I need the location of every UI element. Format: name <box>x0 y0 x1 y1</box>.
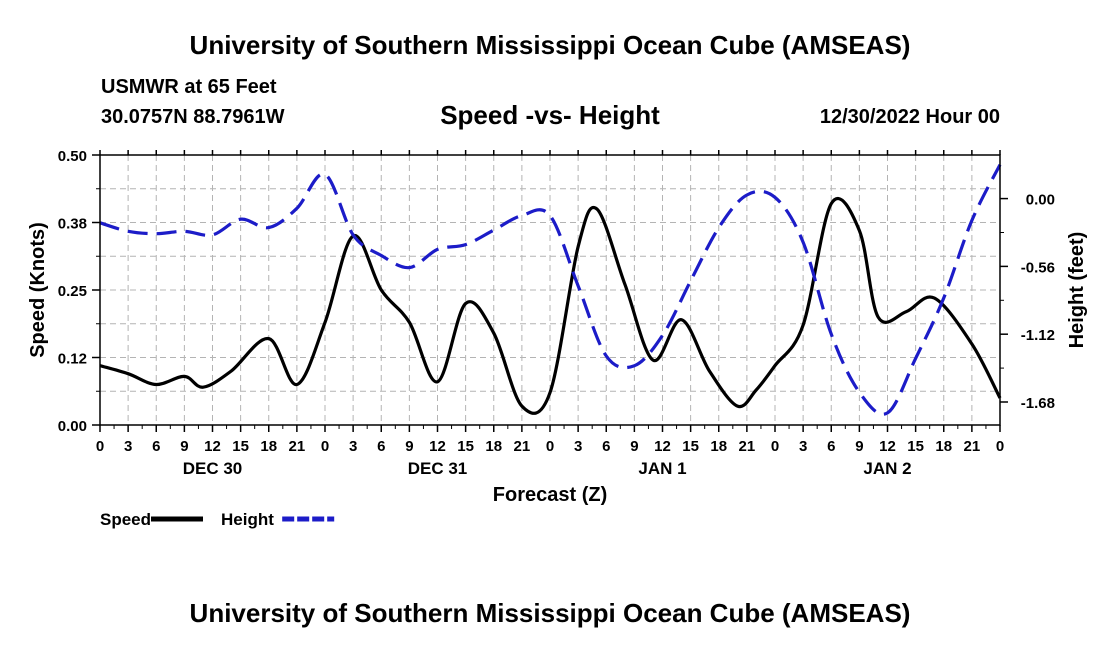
chart-subtitle: Speed -vs- Height <box>440 100 660 130</box>
legend-label-speed: Speed <box>100 510 151 529</box>
y-tick-label: 0.25 <box>58 283 87 300</box>
series-line-speed <box>99 196 1002 415</box>
station-label: USMWR at 65 Feet <box>101 76 277 98</box>
x-tick-label: 0 <box>96 438 104 455</box>
x-tick-label: 3 <box>349 438 357 455</box>
series-lines <box>99 163 1002 416</box>
x-tick-label: 6 <box>602 438 610 455</box>
y2-axis-title: Height (feet) <box>1066 232 1088 349</box>
y-tick-label: 0.00 <box>58 418 87 435</box>
x-tick-label: 21 <box>514 438 531 455</box>
x-tick-label: 9 <box>855 438 863 455</box>
y2-tick-label: 0.00 <box>1026 192 1055 209</box>
x-tick-label: 6 <box>152 438 160 455</box>
x-tick-label: 9 <box>630 438 638 455</box>
x-tick-label: 6 <box>377 438 385 455</box>
main-title: University of Southern Mississippi Ocean… <box>189 30 911 60</box>
day-label: DEC 30 <box>183 459 243 478</box>
day-label: JAN 2 <box>863 459 911 478</box>
run-time: 12/30/2022 Hour 00 <box>819 106 1000 128</box>
y-tick-label: 0.50 <box>58 148 87 165</box>
x-tick-label: 12 <box>879 438 896 455</box>
x-tick-label: 21 <box>289 438 306 455</box>
x-tick-label: 0 <box>771 438 779 455</box>
series-line-height <box>99 163 1002 416</box>
y-tick-label: 0.38 <box>58 216 87 233</box>
x-tick-label: 6 <box>827 438 835 455</box>
x-tick-label: 15 <box>682 438 699 455</box>
x-tick-label: 15 <box>907 438 924 455</box>
x-tick-label: 18 <box>260 438 277 455</box>
day-label: DEC 31 <box>408 459 468 478</box>
y2-tick-label: -1.12 <box>1021 327 1055 344</box>
x-tick-label: 21 <box>739 438 756 455</box>
x-axis-title: Forecast (Z) <box>493 484 607 506</box>
x-tick-label: 12 <box>204 438 221 455</box>
x-tick-label: 3 <box>574 438 582 455</box>
legend: Speed Height <box>100 510 335 529</box>
footer-title: University of Southern Mississippi Ocean… <box>189 598 911 628</box>
legend-label-height: Height <box>221 510 274 529</box>
day-label: JAN 1 <box>638 459 686 478</box>
x-tick-label: 21 <box>964 438 981 455</box>
x-tick-label: 12 <box>429 438 446 455</box>
x-tick-label: 3 <box>124 438 132 455</box>
x-tick-label: 0 <box>996 438 1004 455</box>
x-tick-label: 12 <box>654 438 671 455</box>
x-tick-label: 18 <box>485 438 502 455</box>
grid <box>99 154 1001 426</box>
x-tick-label: 9 <box>405 438 413 455</box>
y-axis-title: Speed (Knots) <box>27 222 49 358</box>
x-tick-label: 0 <box>321 438 329 455</box>
x-tick-label: 9 <box>180 438 188 455</box>
x-tick-label: 0 <box>546 438 554 455</box>
y2-tick-label: -1.68 <box>1021 395 1055 412</box>
axis-labels: 0 3 6 9 12 15 18 21 0 3 6 9 12 15 18 21 0 3 6 9 12 15 18 21 0 3 6 9… <box>27 148 1088 506</box>
x-tick-label: 18 <box>935 438 952 455</box>
x-tick-label: 18 <box>710 438 727 455</box>
x-tick-label: 15 <box>457 438 474 455</box>
x-tick-label: 15 <box>232 438 249 455</box>
y-tick-label: 0.12 <box>58 351 87 368</box>
axes <box>92 150 1008 432</box>
x-tick-label: 3 <box>799 438 807 455</box>
y2-tick-label: -0.56 <box>1021 259 1055 276</box>
station-coordinates: 30.0757N 88.7961W <box>101 106 285 128</box>
